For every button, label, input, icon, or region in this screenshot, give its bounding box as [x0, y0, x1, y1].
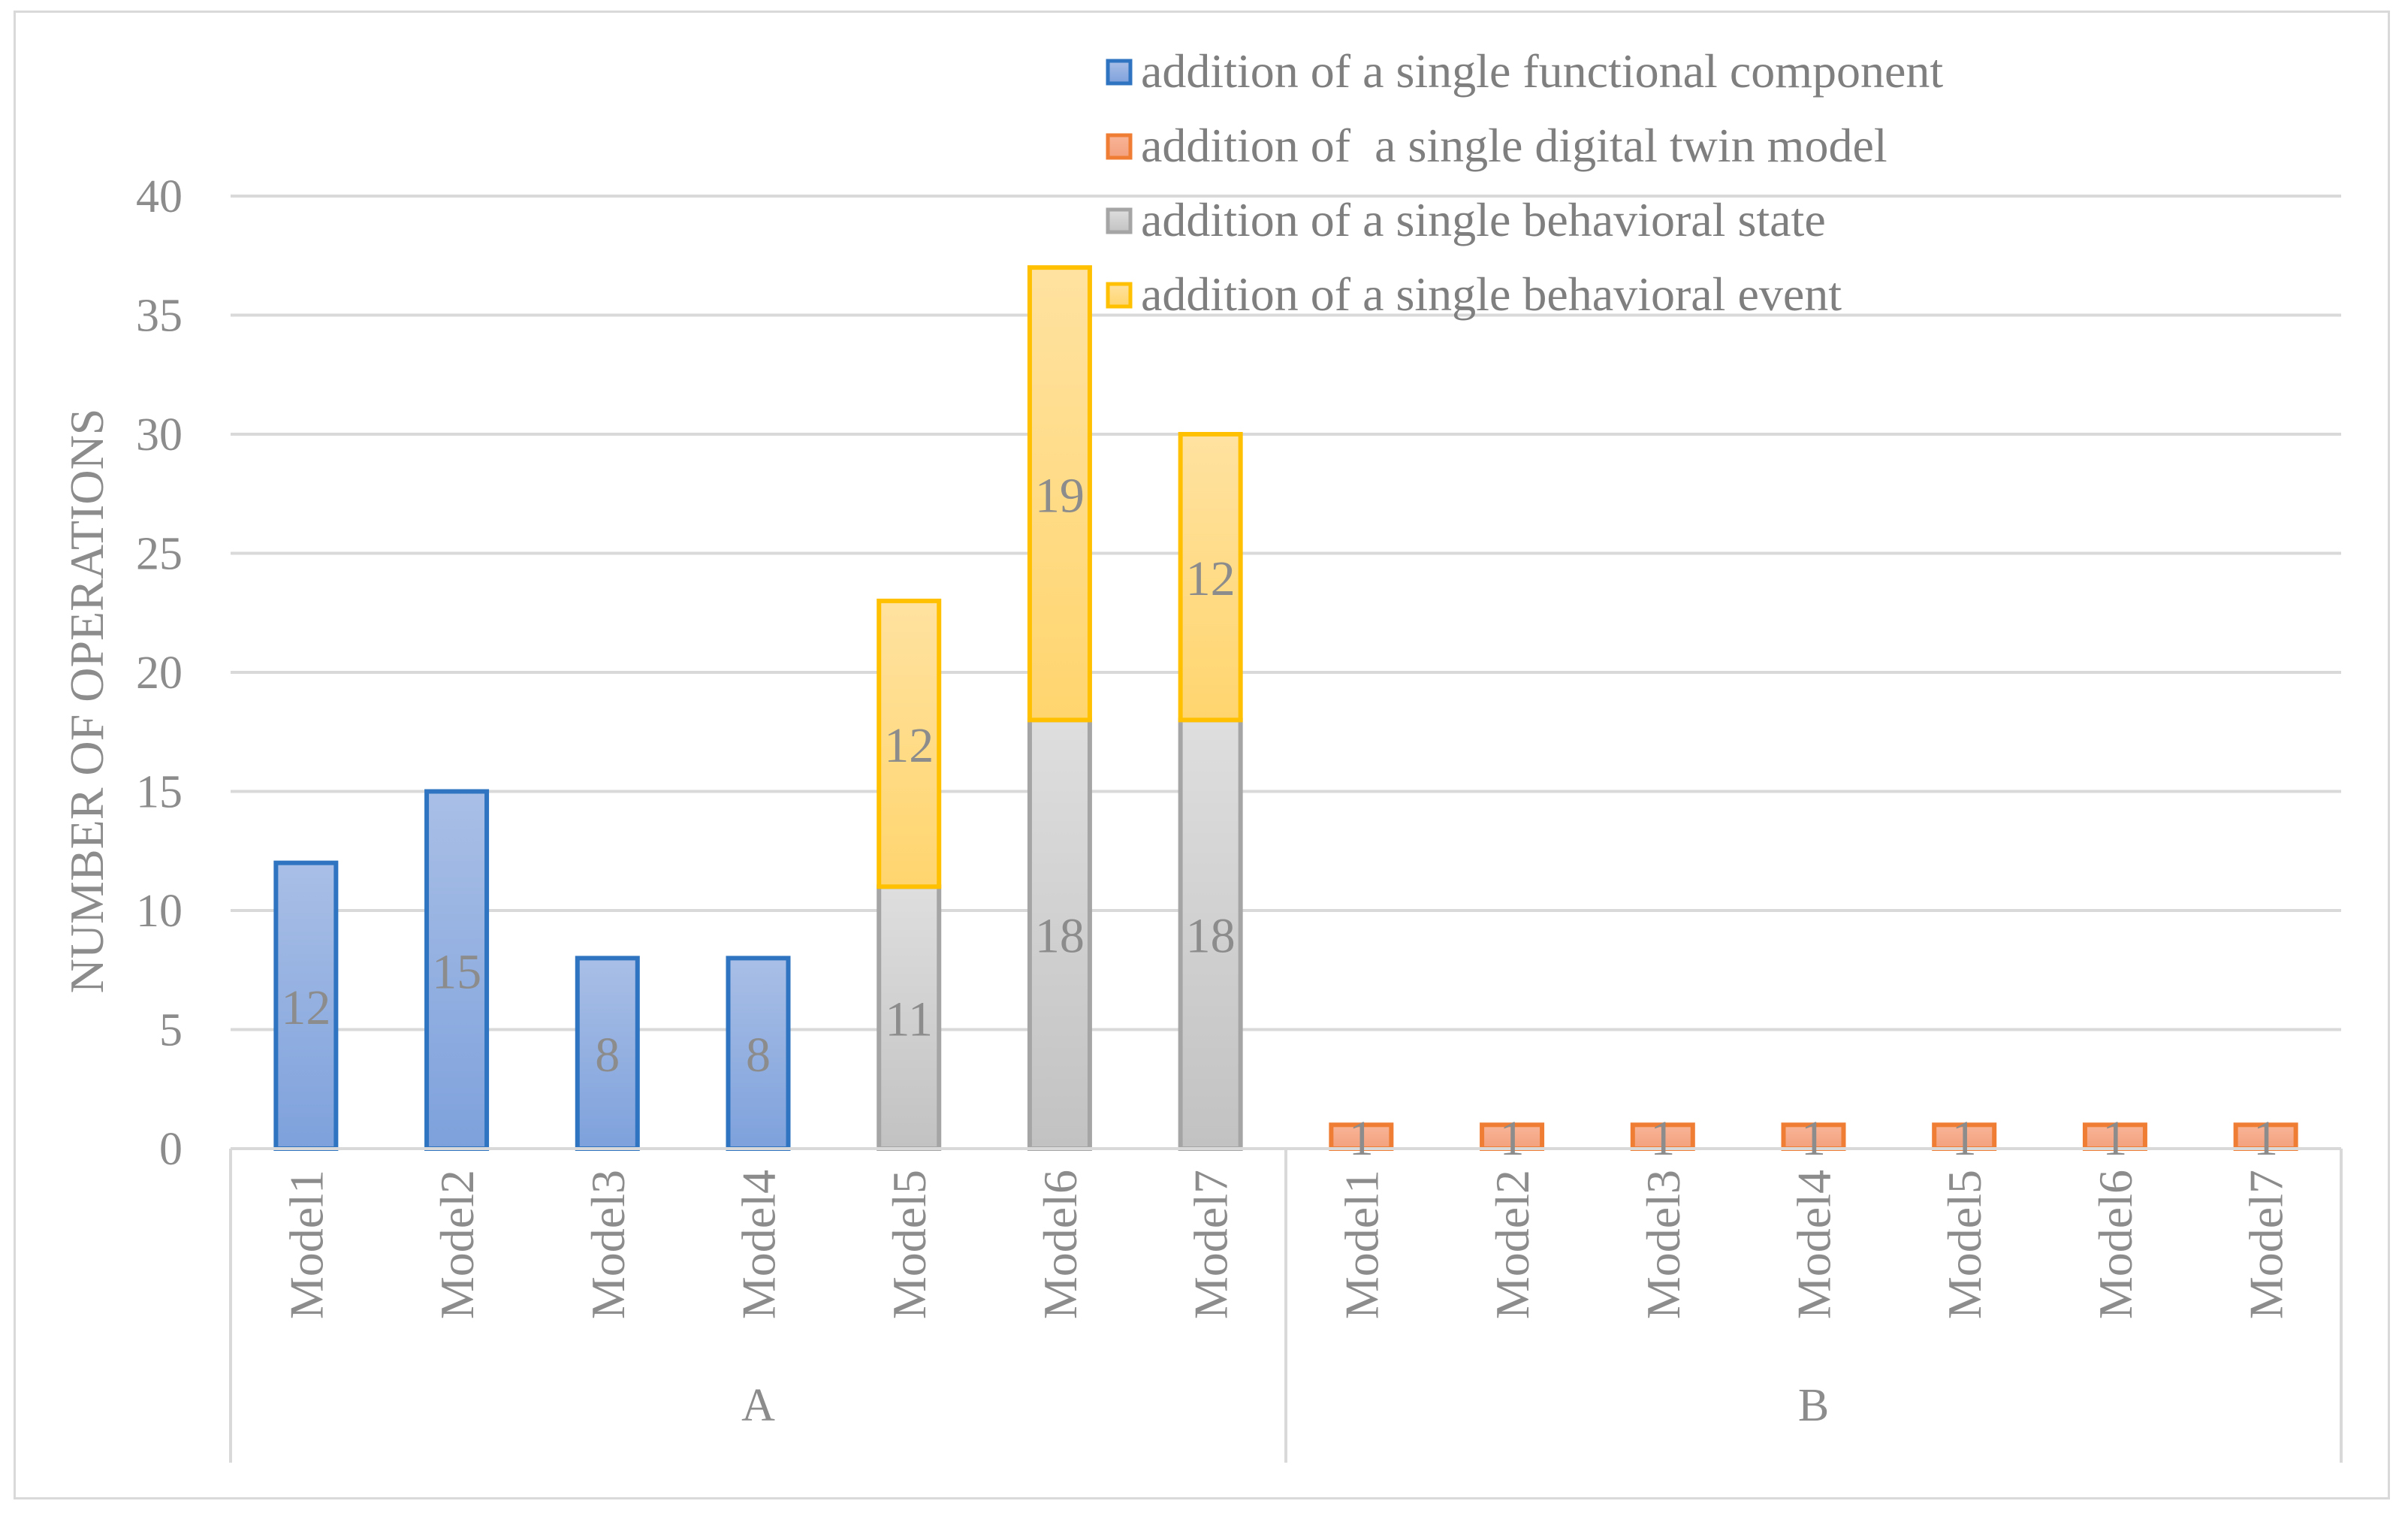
legend: addition of a single functional componen… — [1106, 44, 1943, 321]
legend-entry-2: addition of a single digital twin model — [1141, 119, 1887, 172]
data-label: 18 — [1035, 909, 1085, 964]
legend-swatch-4 — [1106, 282, 1133, 309]
data-label: 12 — [1186, 551, 1236, 606]
data-label: 1 — [2102, 1111, 2127, 1166]
legend-entry-4: addition of a single behavioral event — [1141, 267, 1842, 321]
legend-swatch-3 — [1106, 207, 1133, 234]
x-tick-label: Model5 — [1938, 1170, 1991, 1319]
data-label: 12 — [884, 718, 934, 773]
y-tick-label: 35 — [136, 291, 183, 342]
bar-a-model3-series1 — [575, 956, 640, 1152]
data-label: 8 — [746, 1028, 771, 1083]
legend-entry-3: addition of a single behavioral state — [1141, 193, 1826, 246]
data-label: 18 — [1186, 909, 1236, 964]
data-label: 8 — [595, 1028, 620, 1083]
data-label: 1 — [1500, 1111, 1525, 1166]
y-tick-label: 30 — [136, 409, 183, 461]
y-axis-ticks: 0 5 10 15 20 25 30 35 40 — [136, 171, 183, 1175]
y-tick-label: 15 — [136, 767, 183, 818]
x-tick-label: Model1 — [279, 1170, 333, 1319]
data-label: 1 — [1349, 1111, 1374, 1166]
legend-entry-1: addition of a single functional componen… — [1141, 44, 1943, 98]
x-tick-label: Model3 — [1637, 1170, 1690, 1319]
group-label-a: A — [741, 1380, 775, 1431]
bar-chart: 0 5 10 15 20 25 30 35 40 NUMBER OF OPERATIONS Mo… — [60, 44, 2343, 1463]
bar-a-model4-series1 — [726, 956, 791, 1152]
gridlines — [231, 195, 2341, 1031]
y-tick-label: 10 — [136, 886, 183, 937]
x-tick-label: Model3 — [581, 1170, 635, 1319]
legend-swatch-1 — [1106, 59, 1133, 86]
data-label: 1 — [2253, 1111, 2278, 1166]
x-tick-label: Model1 — [1335, 1170, 1388, 1319]
x-tick-label: Model4 — [732, 1170, 786, 1319]
x-tick-label: Model6 — [1034, 1170, 1087, 1319]
bar-a-model5-series4 — [877, 598, 942, 889]
chart-frame: 0 5 10 15 20 25 30 35 40 NUMBER OF OPERATIONS Mo… — [14, 11, 2390, 1499]
y-tick-label: 5 — [159, 1005, 183, 1056]
y-axis-title: NUMBER OF OPERATIONS — [60, 409, 113, 994]
y-tick-label: 40 — [136, 171, 183, 222]
data-label: 15 — [432, 944, 481, 999]
bar-a-model1-series1 — [273, 860, 339, 1151]
x-tick-label: Model4 — [1788, 1170, 1841, 1319]
x-tick-label: Model2 — [430, 1170, 484, 1319]
data-label: 12 — [281, 980, 330, 1035]
x-tick-label: Model7 — [1184, 1170, 1238, 1319]
bars — [273, 265, 2298, 1152]
x-tick-label: Model5 — [883, 1170, 936, 1319]
y-tick-label: 25 — [136, 529, 183, 580]
data-label: 19 — [1035, 468, 1085, 523]
legend-swatch-2 — [1106, 133, 1133, 160]
y-axis-title-group: NUMBER OF OPERATIONS — [60, 409, 113, 994]
x-tick-label: Model2 — [1486, 1170, 1539, 1319]
x-tick-label: Model6 — [2089, 1170, 2142, 1319]
data-label: 1 — [1650, 1111, 1675, 1166]
bar-b-model7-series2 — [2233, 1122, 2298, 1152]
data-label: 1 — [1952, 1111, 1977, 1166]
group-label-b: B — [1798, 1380, 1829, 1431]
y-tick-label: 0 — [159, 1124, 183, 1175]
data-label: 1 — [1801, 1111, 1826, 1166]
x-axis: Model1 Model2 Model3 Model4 Model5 Model6 Mode… — [229, 1147, 2343, 1463]
y-tick-label: 20 — [136, 648, 183, 699]
bar-a-model6-series4 — [1027, 265, 1092, 723]
bar-a-model7-series4 — [1178, 432, 1243, 723]
bar-b-model5-series2 — [1932, 1122, 1997, 1152]
data-label: 11 — [885, 992, 933, 1047]
x-tick-label: Model7 — [2240, 1170, 2293, 1319]
